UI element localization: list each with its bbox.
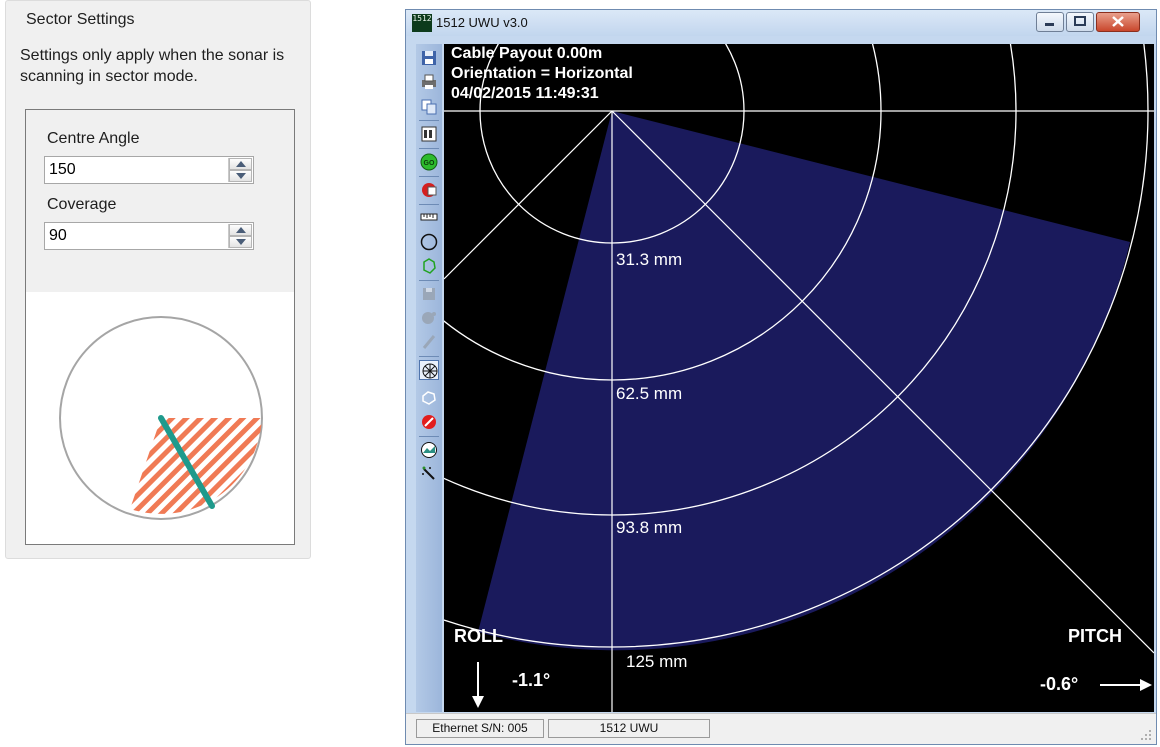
- orientation-readout: Orientation = Horizontal: [451, 65, 633, 82]
- sector-preview-diagram: [59, 316, 263, 520]
- toolbar-separator: [419, 356, 439, 357]
- range-label: 62.5 mm: [616, 384, 683, 403]
- chevron-up-icon: [236, 161, 246, 167]
- roll-label: ROLL: [454, 626, 503, 646]
- centre-angle-label: Centre Angle: [47, 130, 140, 147]
- magic-wand-icon[interactable]: [419, 464, 439, 484]
- compass-icon[interactable]: [419, 360, 439, 380]
- close-button[interactable]: [1096, 12, 1140, 32]
- centre-angle-spin-buttons: [228, 158, 252, 182]
- ruler-icon[interactable]: [419, 208, 439, 228]
- window-title: 1512 UWU v3.0: [436, 15, 528, 30]
- copy-icon[interactable]: [419, 96, 439, 116]
- timestamp-readout: 04/02/2015 11:49:31: [451, 85, 599, 102]
- coverage-up-button[interactable]: [229, 224, 252, 236]
- centre-angle-down-button[interactable]: [229, 170, 252, 182]
- bearing-line-diagonal: [444, 110, 613, 280]
- disk-disabled-icon: [419, 284, 439, 304]
- sonar-plot: [444, 44, 1154, 712]
- coverage-down-button[interactable]: [229, 236, 252, 248]
- pitch-arrowhead-icon: [1140, 679, 1152, 691]
- sonar-display[interactable]: Cable Payout 0.00m Orientation = Horizon…: [444, 44, 1154, 712]
- go-icon[interactable]: GO: [419, 152, 439, 172]
- roll-arrowhead-icon: [472, 696, 484, 708]
- app-window: 1512 1512 UWU v3.0 GO: [405, 9, 1157, 745]
- title-bar[interactable]: 1512 1512 UWU v3.0: [406, 10, 1156, 36]
- centre-angle-stepper[interactable]: 150: [44, 156, 254, 184]
- toolbar-separator: [419, 148, 439, 149]
- maximize-icon: [1074, 16, 1086, 26]
- status-serial: Ethernet S/N: 005: [416, 719, 544, 738]
- range-label: 31.3 mm: [616, 250, 683, 269]
- pitch-value: -0.6°: [1040, 674, 1079, 694]
- minimize-icon: [1045, 23, 1054, 26]
- toolbar-separator: [419, 280, 439, 281]
- sonar-sector: [478, 111, 1130, 651]
- pen-disabled-icon: [419, 332, 439, 352]
- coverage-stepper[interactable]: 90: [44, 222, 254, 250]
- record-icon[interactable]: [419, 180, 439, 200]
- svg-text:GO: GO: [424, 160, 435, 167]
- chevron-down-icon: [236, 173, 246, 179]
- sector-settings-panel: Sector Settings Settings only apply when…: [5, 0, 311, 559]
- pitch-label: PITCH: [1068, 626, 1122, 646]
- app-logo-icon: 1512: [412, 14, 432, 32]
- stop-icon[interactable]: [419, 412, 439, 432]
- settings-panel-icon[interactable]: [419, 124, 439, 144]
- maximize-button[interactable]: [1066, 12, 1094, 32]
- toolbar-separator: [419, 204, 439, 205]
- roll-value: -1.1°: [512, 670, 551, 690]
- color-palette-disabled-icon: [419, 308, 439, 328]
- sector-controls-box: Centre Angle 150 Coverage 90: [25, 109, 295, 545]
- sector-preview: [26, 292, 294, 544]
- status-device: 1512 UWU: [548, 719, 710, 738]
- coverage-value[interactable]: 90: [49, 227, 67, 244]
- bearing-line-diagonal: [611, 110, 1154, 654]
- minimize-button[interactable]: [1036, 12, 1064, 32]
- toolbar: GO: [416, 44, 442, 712]
- close-icon: [1112, 16, 1124, 27]
- sector-preview-heading: [158, 415, 215, 509]
- toolbar-separator: [419, 436, 439, 437]
- toolbar-separator: [419, 176, 439, 177]
- outline-icon[interactable]: [419, 256, 439, 276]
- gauge-icon[interactable]: [419, 440, 439, 460]
- range-label: 93.8 mm: [616, 518, 683, 537]
- save-icon[interactable]: [419, 48, 439, 68]
- cable-payout-readout: Cable Payout 0.00m: [451, 45, 603, 62]
- status-bar: Ethernet S/N: 005 1512 UWU: [406, 713, 1156, 744]
- resize-grip-icon[interactable]: [1140, 729, 1152, 741]
- coverage-label: Coverage: [47, 196, 117, 213]
- sector-settings-title: Sector Settings: [20, 11, 141, 29]
- range-label: 125 mm: [626, 652, 688, 671]
- centre-angle-up-button[interactable]: [229, 158, 252, 170]
- toolbar-separator: [419, 120, 439, 121]
- circle-icon[interactable]: [419, 232, 439, 252]
- sector-settings-description: Settings only apply when the sonar is sc…: [20, 47, 285, 85]
- shape-outline-icon[interactable]: [419, 388, 439, 408]
- print-icon[interactable]: [419, 72, 439, 92]
- sector-preview-wedge: [130, 418, 262, 514]
- chevron-up-icon: [236, 227, 246, 233]
- chevron-down-icon: [236, 239, 246, 245]
- centre-angle-value[interactable]: 150: [49, 161, 76, 178]
- coverage-spin-buttons: [228, 224, 252, 248]
